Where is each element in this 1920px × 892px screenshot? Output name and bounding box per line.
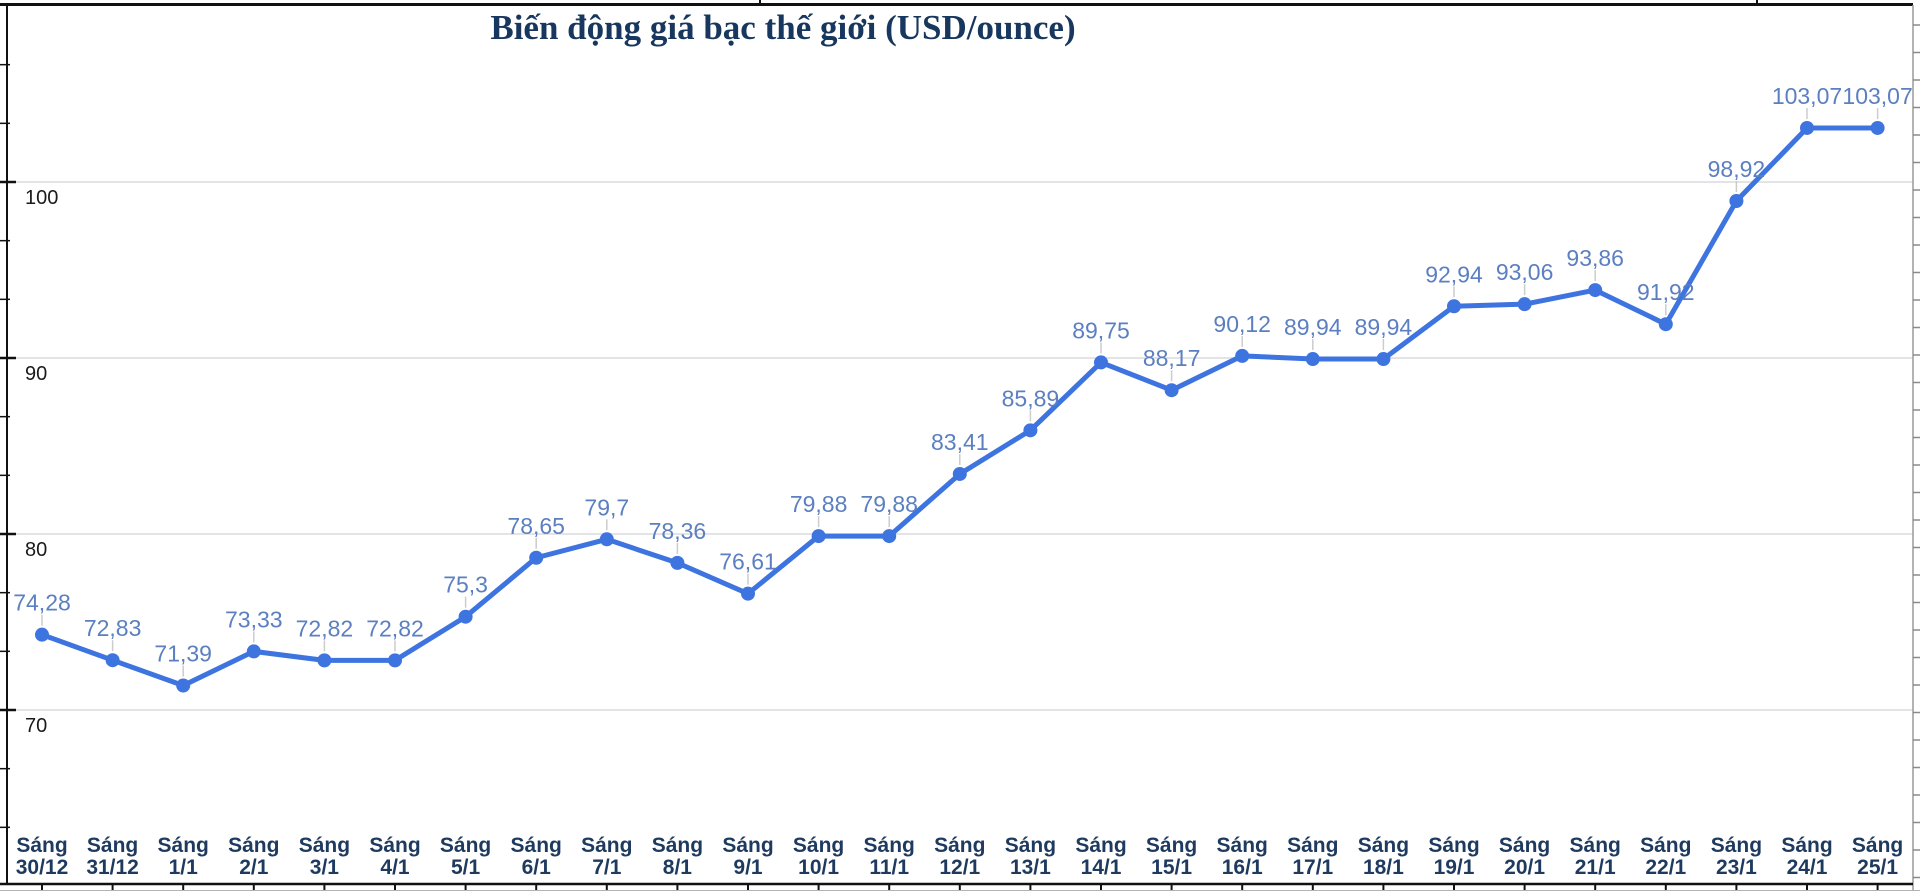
x-category-label: Sáng 25/1 xyxy=(1852,834,1903,879)
y-tick-label: 80 xyxy=(25,539,47,561)
data-point-label: 78,36 xyxy=(649,518,707,544)
x-category-label: Sáng 11/1 xyxy=(864,834,915,879)
data-point-label: 72,82 xyxy=(296,615,354,641)
data-point-label: 93,06 xyxy=(1496,259,1554,285)
data-point xyxy=(35,627,49,642)
data-point-label: 89,94 xyxy=(1355,314,1413,340)
data-point xyxy=(882,529,897,544)
data-point-label: 83,41 xyxy=(931,429,989,455)
data-point-label: 75,3 xyxy=(443,572,488,598)
x-category-label: Sáng 10/1 xyxy=(793,834,844,879)
chart-title: Biến động giá bạc thế giới (USD/ounce) xyxy=(490,8,1076,47)
data-point-label: 89,75 xyxy=(1072,317,1130,343)
x-category-label: Sáng 22/1 xyxy=(1640,834,1691,879)
x-category-label: Sáng 21/1 xyxy=(1570,834,1621,879)
y-tick-label: 70 xyxy=(25,715,47,737)
data-point-label: 74,28 xyxy=(13,590,71,616)
data-point-label: 91,92 xyxy=(1637,279,1695,305)
data-point-label: 72,83 xyxy=(84,615,142,641)
data-point-label: 72,82 xyxy=(366,615,424,641)
data-point xyxy=(1376,352,1391,367)
x-category-label: Sáng 6/1 xyxy=(511,834,562,879)
data-point xyxy=(529,550,544,565)
data-point-label: 103,07 xyxy=(1842,83,1912,109)
data-point xyxy=(1729,194,1744,209)
x-category-label: Sáng 16/1 xyxy=(1217,834,1268,879)
data-point xyxy=(599,532,614,547)
x-category-label: Sáng 23/1 xyxy=(1711,834,1762,879)
x-category-label: Sáng 3/1 xyxy=(299,834,350,879)
data-point-label: 88,17 xyxy=(1143,345,1201,371)
x-category-label: Sáng 19/1 xyxy=(1428,834,1479,879)
data-point-label: 89,94 xyxy=(1284,314,1342,340)
data-point xyxy=(1023,423,1038,438)
x-category-label: Sáng 30/12 xyxy=(16,834,69,879)
data-point xyxy=(1870,120,1885,135)
x-category-label: Sáng 7/1 xyxy=(581,834,632,879)
data-point-label: 92,94 xyxy=(1425,261,1483,287)
x-category-label: Sáng 2/1 xyxy=(228,834,279,879)
data-point-label: 98,92 xyxy=(1708,156,1766,182)
x-category-label: Sáng 15/1 xyxy=(1146,834,1197,879)
x-category-label: Sáng 24/1 xyxy=(1781,834,1832,879)
data-point-label: 79,88 xyxy=(860,491,918,517)
data-point xyxy=(1447,299,1461,314)
data-point xyxy=(670,555,685,570)
x-category-label: Sáng 31/12 xyxy=(86,834,139,879)
data-point-label: 73,33 xyxy=(225,606,283,632)
x-category-label: Sáng 12/1 xyxy=(934,834,985,879)
y-tick-label: 90 xyxy=(25,363,47,385)
data-point xyxy=(741,586,755,601)
data-point-label: 79,7 xyxy=(584,494,629,520)
data-point-label: 71,39 xyxy=(154,641,212,667)
x-category-label: Sáng 1/1 xyxy=(158,834,209,879)
x-category-label: Sáng 13/1 xyxy=(1005,834,1056,879)
data-point xyxy=(1517,297,1532,312)
y-tick-label: 100 xyxy=(25,187,58,209)
x-category-label: Sáng 8/1 xyxy=(652,834,703,879)
data-point xyxy=(458,609,473,624)
data-point xyxy=(246,644,261,659)
data-point-label: 78,65 xyxy=(507,513,565,539)
data-point-label: 85,89 xyxy=(1002,385,1060,411)
data-point xyxy=(1235,348,1250,363)
data-point xyxy=(388,653,402,668)
data-point xyxy=(317,653,332,668)
x-category-label: Sáng 20/1 xyxy=(1499,834,1550,879)
data-point xyxy=(1800,120,1814,135)
x-category-label: Sáng 14/1 xyxy=(1075,834,1126,879)
data-point-label: 90,12 xyxy=(1213,311,1271,337)
data-point-label: 93,86 xyxy=(1566,245,1624,271)
data-point-label: 103,07 xyxy=(1772,83,1842,109)
data-point xyxy=(952,466,967,481)
data-point-label: 76,61 xyxy=(719,549,777,575)
data-point xyxy=(1094,355,1108,370)
x-category-label: Sáng 17/1 xyxy=(1287,834,1338,879)
data-point xyxy=(105,653,120,668)
x-category-label: Sáng 9/1 xyxy=(722,834,773,879)
data-point xyxy=(1588,283,1603,298)
data-point xyxy=(1164,383,1179,398)
price-series-line xyxy=(39,125,1881,689)
data-point xyxy=(1305,352,1320,367)
data-point xyxy=(176,678,191,693)
data-point xyxy=(1658,317,1673,332)
data-point xyxy=(811,529,826,544)
x-category-label: Sáng 5/1 xyxy=(440,834,491,879)
x-category-label: Sáng 18/1 xyxy=(1358,834,1409,879)
x-category-label: Sáng 4/1 xyxy=(369,834,420,879)
data-point-label: 79,88 xyxy=(790,491,848,517)
